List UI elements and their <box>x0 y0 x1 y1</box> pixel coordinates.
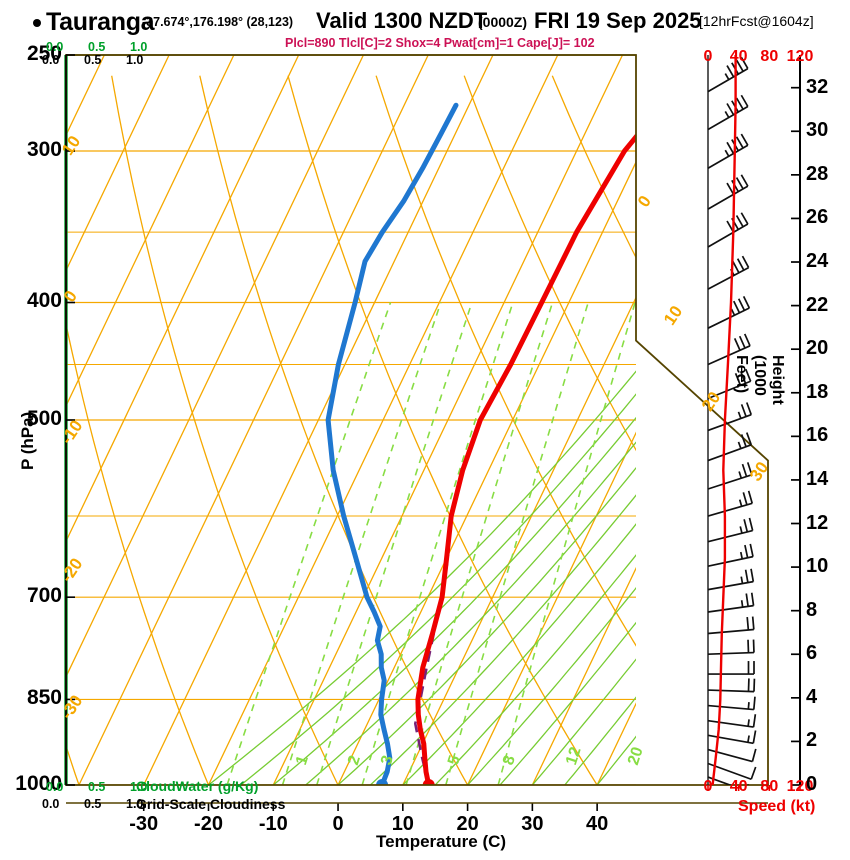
speed-tick-top-0: 0 <box>703 48 713 65</box>
temperature-axis-label: Temperature (C) <box>376 832 507 851</box>
cloudiness-tick-bottom-1: 0.5 <box>84 797 102 811</box>
pressure-tick-850: 850 <box>26 686 62 710</box>
height-tick-22: 22 <box>806 293 829 316</box>
cloudiness-tick-top-2: 1.0 <box>126 53 144 67</box>
pressure-axis-label: P (hPa) <box>18 411 37 470</box>
cloudiness-tick-bottom-2: 1.0 <box>126 797 144 811</box>
cloudiness-tick-bottom-0: 0.0 <box>42 797 60 811</box>
pressure-tick-500: 500 <box>26 407 62 430</box>
curves-layer <box>325 102 636 785</box>
cloudiness-tick-top-0: 0.0 <box>42 53 60 67</box>
temperature-tick-20: 20 <box>456 813 479 835</box>
cloudwater-tick-top-0: 0.0 <box>46 40 64 54</box>
forecast-stamp: [12hrFcst@1604z] <box>699 13 814 29</box>
height-tick-24: 24 <box>806 250 829 272</box>
speed-tick-bottom-0: 0 <box>703 778 713 795</box>
valid-time: Valid 1300 NZDT <box>316 8 488 33</box>
speed-tick-top-120: 120 <box>786 48 814 65</box>
height-axis-label: Height (1000 Feet) <box>733 355 786 405</box>
valid-time-utc: (0000Z) <box>478 14 528 30</box>
grid-layer <box>66 55 636 785</box>
temperature-tick-40: 40 <box>586 813 609 835</box>
tick-layer <box>66 54 801 811</box>
temperature-tick--20: -20 <box>194 813 223 835</box>
cloudwater-tick-bottom-1: 0.5 <box>88 780 106 794</box>
height-tick-16: 16 <box>806 424 829 447</box>
speed-tick-bottom-40: 40 <box>729 778 748 795</box>
height-tick-26: 26 <box>806 206 829 229</box>
height-tick-6: 6 <box>806 642 818 665</box>
speed-tick-top-80: 80 <box>760 48 779 65</box>
height-tick-20: 20 <box>806 337 829 360</box>
height-tick-28: 28 <box>806 162 829 185</box>
height-tick-18: 18 <box>806 380 829 403</box>
station-name: Tauranga <box>46 8 155 36</box>
height-tick-30: 30 <box>806 119 829 142</box>
height-tick-0: 0 <box>806 773 818 795</box>
station-dot-icon <box>33 19 41 27</box>
speed-tick-bottom-80: 80 <box>760 778 779 795</box>
height-tick-10: 10 <box>806 555 829 578</box>
temperature-tick-0: 0 <box>332 813 344 835</box>
header: Tauranga -37.674°,176.198° (28,123) Vali… <box>0 0 850 36</box>
temperature-tick--10: -10 <box>258 813 288 835</box>
height-tick-32: 32 <box>806 75 829 98</box>
height-tick-14: 14 <box>806 467 829 490</box>
pressure-tick-300: 300 <box>26 138 62 161</box>
cloudiness-tick-top-1: 0.5 <box>84 53 102 67</box>
temperature-tick-10: 10 <box>391 813 414 835</box>
cloudwater-tick-bottom-0: 0.0 <box>46 780 64 794</box>
height-tick-8: 8 <box>806 598 818 621</box>
stability-parameters: Plcl=890 Tlcl[C]=2 Shox=4 Pwat[cm]=1 Cap… <box>285 36 595 50</box>
valid-date: FRI 19 Sep 2025 <box>534 8 702 33</box>
station-coordinates: -37.674°,176.198° (28,123) <box>142 15 294 29</box>
temperature-tick-30: 30 <box>521 813 544 835</box>
pressure-tick-700: 700 <box>26 584 62 608</box>
cloudwater-tick-top-1: 0.5 <box>88 40 106 54</box>
height-tick-12: 12 <box>806 511 829 534</box>
cloudwater-axis-label: CloudWater (g/Kg) <box>136 778 259 794</box>
cloudwater-tick-top-2: 1.0 <box>130 40 148 54</box>
speed-axis-label: Speed (kt) <box>738 798 816 815</box>
height-tick-2: 2 <box>806 729 818 752</box>
temperature-tick--30: -30 <box>129 813 159 835</box>
speed-profile-layer <box>711 55 737 786</box>
wind-barbs-layer <box>707 56 757 785</box>
speed-tick-bottom-120: 120 <box>786 778 814 795</box>
cloudwater-tick-bottom-2: 1.0 <box>130 780 148 794</box>
pressure-tick-400: 400 <box>26 289 62 313</box>
height-tick-4: 4 <box>806 685 818 708</box>
pressure-tick-1000: 1000 <box>15 772 62 795</box>
pressure-tick-250: 250 <box>26 42 62 65</box>
speed-tick-top-40: 40 <box>729 48 748 65</box>
cloudiness-axis-label: Grid-Scale Cloudiness <box>136 796 286 812</box>
